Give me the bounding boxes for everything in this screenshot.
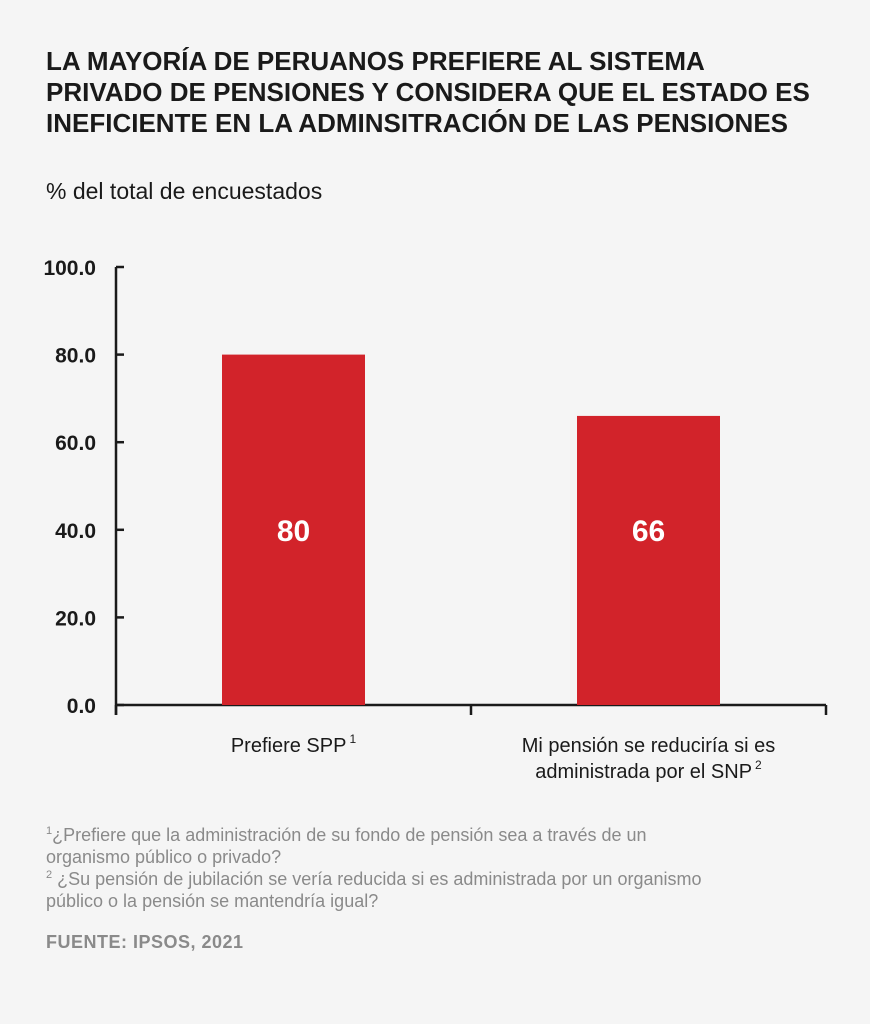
y-tick-label: 60.0 — [55, 432, 96, 455]
bar-chart: 0.0 20.0 40.0 60.0 80.0 100.0 80 Prefiere SPP 1 6… — [43, 257, 828, 783]
footnotes: 1¿Prefiere que la administración de su f… — [46, 824, 846, 912]
chart-title: LA MAYORÍA DE PERUANOS PREFIERE AL SISTE… — [46, 46, 846, 139]
source-note: FUENTE: IPSOS, 2021 — [46, 932, 244, 952]
chart-subtitle: % del total de encuestados — [46, 178, 323, 204]
footnote-1: 1¿Prefiere que la administración de su f… — [46, 825, 647, 867]
bar — [222, 354, 365, 705]
footnote-2: 2 ¿Su pensión de jubilación se vería red… — [46, 869, 702, 911]
bar — [577, 415, 720, 705]
chart-title-line: INEFICIENTE EN LA ADMINSITRACIÓN DE LAS … — [46, 108, 789, 138]
y-tick-label: 80.0 — [55, 345, 96, 368]
y-tick-label: 0.0 — [67, 695, 96, 718]
x-category-label: Prefiere SPP 1 — [231, 732, 357, 757]
bar-value-label: 66 — [632, 515, 665, 548]
x-category-label: Mi pensión se reduciría si es — [522, 735, 775, 757]
y-tick-label: 40.0 — [55, 520, 96, 543]
y-tick-label: 100.0 — [43, 257, 96, 280]
x-category-label: administrada por el SNP 2 — [535, 758, 762, 783]
bar-value-label: 80 — [277, 515, 310, 548]
y-tick-label: 20.0 — [55, 607, 96, 630]
chart-title-line: PRIVADO DE PENSIONES Y CONSIDERA QUE EL … — [46, 77, 810, 107]
chart-title-line: LA MAYORÍA DE PERUANOS PREFIERE AL SISTE… — [46, 46, 705, 76]
